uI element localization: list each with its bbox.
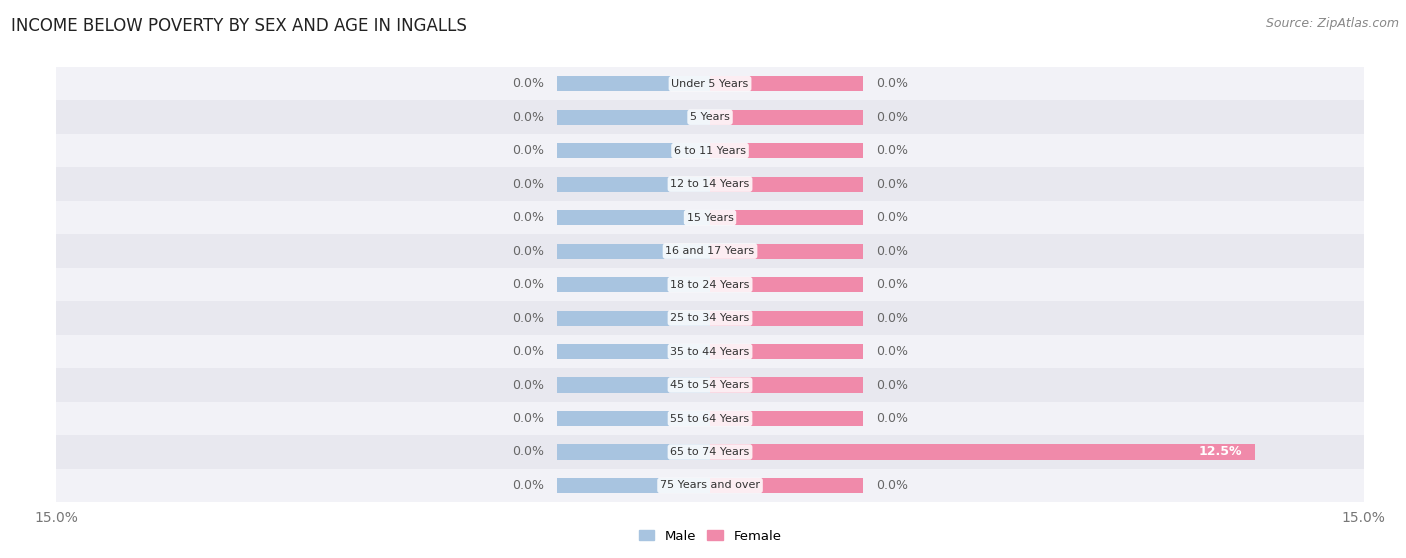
Text: Source: ZipAtlas.com: Source: ZipAtlas.com: [1265, 17, 1399, 30]
Text: 0.0%: 0.0%: [512, 211, 544, 224]
Text: 0.0%: 0.0%: [512, 244, 544, 258]
Bar: [710, 411, 862, 426]
Bar: [558, 310, 710, 326]
Text: 15 Years: 15 Years: [686, 213, 734, 223]
Bar: [558, 143, 710, 158]
Bar: [56, 167, 1364, 201]
Bar: [558, 277, 710, 292]
Text: 0.0%: 0.0%: [512, 412, 544, 425]
Bar: [558, 76, 710, 91]
Text: 0.0%: 0.0%: [512, 378, 544, 392]
Bar: [558, 445, 710, 460]
Bar: [558, 210, 710, 225]
Text: 45 to 54 Years: 45 to 54 Years: [671, 380, 749, 390]
Text: 0.0%: 0.0%: [876, 378, 908, 392]
Text: 0.0%: 0.0%: [512, 278, 544, 291]
Bar: [710, 478, 862, 493]
Text: 6 to 11 Years: 6 to 11 Years: [673, 146, 747, 156]
Text: 0.0%: 0.0%: [512, 479, 544, 492]
Text: 0.0%: 0.0%: [512, 345, 544, 358]
Bar: [710, 344, 862, 359]
Text: 0.0%: 0.0%: [512, 110, 544, 124]
Bar: [710, 176, 862, 192]
Text: 0.0%: 0.0%: [876, 311, 908, 325]
Bar: [710, 243, 862, 259]
Bar: [558, 478, 710, 493]
Text: 0.0%: 0.0%: [876, 412, 908, 425]
Text: 0.0%: 0.0%: [876, 211, 908, 224]
Bar: [710, 277, 862, 292]
Text: 0.0%: 0.0%: [512, 144, 544, 157]
Text: 65 to 74 Years: 65 to 74 Years: [671, 447, 749, 457]
Text: 0.0%: 0.0%: [512, 177, 544, 191]
Bar: [558, 411, 710, 426]
Text: 75 Years and over: 75 Years and over: [659, 480, 761, 490]
Bar: [558, 243, 710, 259]
Text: 25 to 34 Years: 25 to 34 Years: [671, 313, 749, 323]
Text: 18 to 24 Years: 18 to 24 Years: [671, 280, 749, 290]
Text: 0.0%: 0.0%: [876, 278, 908, 291]
Bar: [56, 134, 1364, 167]
Bar: [56, 469, 1364, 502]
Bar: [56, 268, 1364, 301]
Bar: [710, 210, 862, 225]
Legend: Male, Female: Male, Female: [633, 525, 787, 548]
Text: 0.0%: 0.0%: [876, 244, 908, 258]
Text: Under 5 Years: Under 5 Years: [672, 79, 748, 89]
Bar: [710, 109, 862, 125]
Text: 0.0%: 0.0%: [876, 77, 908, 90]
Bar: [56, 368, 1364, 402]
Text: 35 to 44 Years: 35 to 44 Years: [671, 347, 749, 357]
Bar: [710, 310, 862, 326]
Bar: [558, 344, 710, 359]
Text: 0.0%: 0.0%: [512, 445, 544, 459]
Text: 0.0%: 0.0%: [876, 177, 908, 191]
Text: 0.0%: 0.0%: [876, 479, 908, 492]
Bar: [56, 435, 1364, 469]
Bar: [710, 378, 862, 393]
Bar: [56, 335, 1364, 368]
Text: 16 and 17 Years: 16 and 17 Years: [665, 246, 755, 256]
Text: INCOME BELOW POVERTY BY SEX AND AGE IN INGALLS: INCOME BELOW POVERTY BY SEX AND AGE IN I…: [11, 17, 467, 35]
Bar: [56, 201, 1364, 234]
Text: 0.0%: 0.0%: [512, 311, 544, 325]
Bar: [558, 176, 710, 192]
Text: 0.0%: 0.0%: [876, 345, 908, 358]
Text: 55 to 64 Years: 55 to 64 Years: [671, 413, 749, 424]
Text: 12 to 14 Years: 12 to 14 Years: [671, 179, 749, 189]
Text: 5 Years: 5 Years: [690, 112, 730, 122]
Bar: [710, 143, 862, 158]
Bar: [558, 109, 710, 125]
Bar: [56, 234, 1364, 268]
Bar: [56, 301, 1364, 335]
Bar: [710, 445, 1256, 460]
Text: 0.0%: 0.0%: [876, 144, 908, 157]
Bar: [558, 378, 710, 393]
Text: 12.5%: 12.5%: [1198, 445, 1241, 459]
Text: 0.0%: 0.0%: [876, 110, 908, 124]
Bar: [56, 100, 1364, 134]
Bar: [710, 76, 862, 91]
Bar: [56, 67, 1364, 100]
Text: 0.0%: 0.0%: [512, 77, 544, 90]
Bar: [56, 402, 1364, 435]
